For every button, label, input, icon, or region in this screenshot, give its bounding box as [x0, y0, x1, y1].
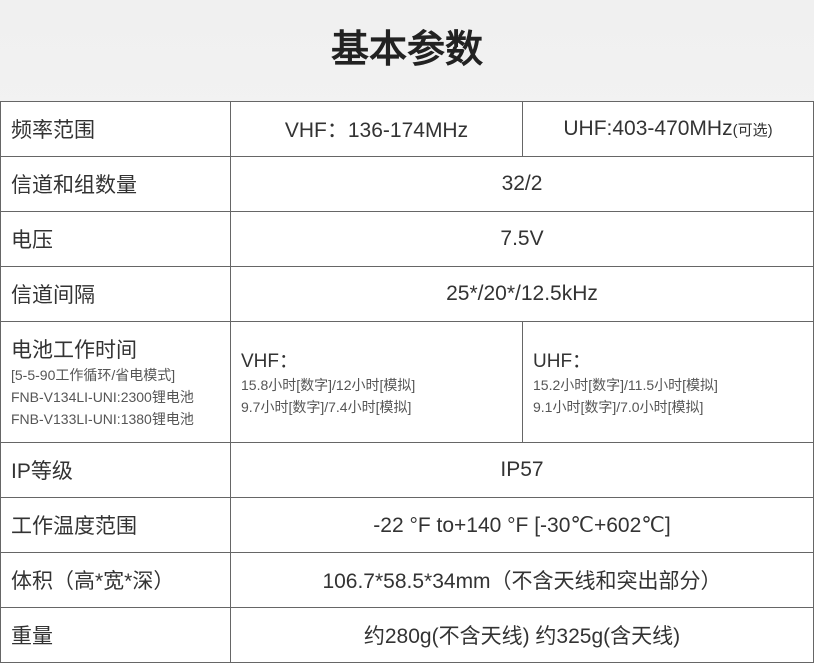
battery-uhf-line2: 9.1小时[数字]/7.0小时[模拟]	[533, 397, 803, 418]
battery-label: 电池工作时间	[11, 334, 220, 364]
battery-sub2: FNB-V134LI-UNI:2300锂电池	[11, 387, 220, 408]
temperature-label: 工作温度范围	[1, 498, 231, 553]
dimensions-label: 体积（高*宽*深）	[1, 553, 231, 608]
battery-uhf-header: UHF：	[533, 346, 803, 373]
table-row-weight: 重量 约280g(不含天线) 约325g(含天线)	[1, 608, 814, 663]
voltage-label: 电压	[1, 212, 231, 267]
battery-vhf-header: VHF：	[241, 346, 512, 373]
table-row-channels: 信道和组数量 32/2	[1, 157, 814, 212]
frequency-vhf: VHF：136-174MHz	[231, 102, 523, 157]
frequency-uhf: UHF:403-470MHz(可选)	[523, 102, 814, 157]
battery-vhf-line1: 15.8小时[数字]/12小时[模拟]	[241, 375, 512, 396]
frequency-uhf-main: UHF:403-470MHz	[563, 117, 732, 140]
table-row-dimensions: 体积（高*宽*深） 106.7*58.5*34mm（不含天线和突出部分）	[1, 553, 814, 608]
ip-rating-value: IP57	[231, 443, 814, 498]
channel-spacing-label: 信道间隔	[1, 267, 231, 322]
table-row-temperature: 工作温度范围 -22 °F to+140 °F [-30℃+602℃]	[1, 498, 814, 553]
spec-table: 频率范围 VHF：136-174MHz UHF:403-470MHz(可选) 信…	[0, 101, 814, 663]
battery-uhf-line1: 15.2小时[数字]/11.5小时[模拟]	[533, 375, 803, 396]
dimensions-value: 106.7*58.5*34mm（不含天线和突出部分）	[231, 553, 814, 608]
table-row-voltage: 电压 7.5V	[1, 212, 814, 267]
page-title: 基本参数	[0, 0, 814, 101]
channels-label: 信道和组数量	[1, 157, 231, 212]
frequency-uhf-note: (可选)	[733, 122, 773, 139]
table-row-channel-spacing: 信道间隔 25*/20*/12.5kHz	[1, 267, 814, 322]
battery-uhf-cell: UHF： 15.2小时[数字]/11.5小时[模拟] 9.1小时[数字]/7.0…	[523, 322, 814, 443]
battery-sub1: [5-5-90工作循环/省电模式]	[11, 365, 220, 386]
battery-label-cell: 电池工作时间 [5-5-90工作循环/省电模式] FNB-V134LI-UNI:…	[1, 322, 231, 443]
battery-vhf-line2: 9.7小时[数字]/7.4小时[模拟]	[241, 397, 512, 418]
channel-spacing-value: 25*/20*/12.5kHz	[231, 267, 814, 322]
battery-sub3: FNB-V133LI-UNI:1380锂电池	[11, 409, 220, 430]
temperature-value: -22 °F to+140 °F [-30℃+602℃]	[231, 498, 814, 553]
frequency-label: 频率范围	[1, 102, 231, 157]
ip-rating-label: IP等级	[1, 443, 231, 498]
table-row-battery: 电池工作时间 [5-5-90工作循环/省电模式] FNB-V134LI-UNI:…	[1, 322, 814, 443]
weight-value: 约280g(不含天线) 约325g(含天线)	[231, 608, 814, 663]
table-row-ip-rating: IP等级 IP57	[1, 443, 814, 498]
table-row-frequency: 频率范围 VHF：136-174MHz UHF:403-470MHz(可选)	[1, 102, 814, 157]
channels-value: 32/2	[231, 157, 814, 212]
weight-label: 重量	[1, 608, 231, 663]
battery-vhf-cell: VHF： 15.8小时[数字]/12小时[模拟] 9.7小时[数字]/7.4小时…	[231, 322, 523, 443]
voltage-value: 7.5V	[231, 212, 814, 267]
spec-container: 基本参数 频率范围 VHF：136-174MHz UHF:403-470MHz(…	[0, 0, 814, 660]
